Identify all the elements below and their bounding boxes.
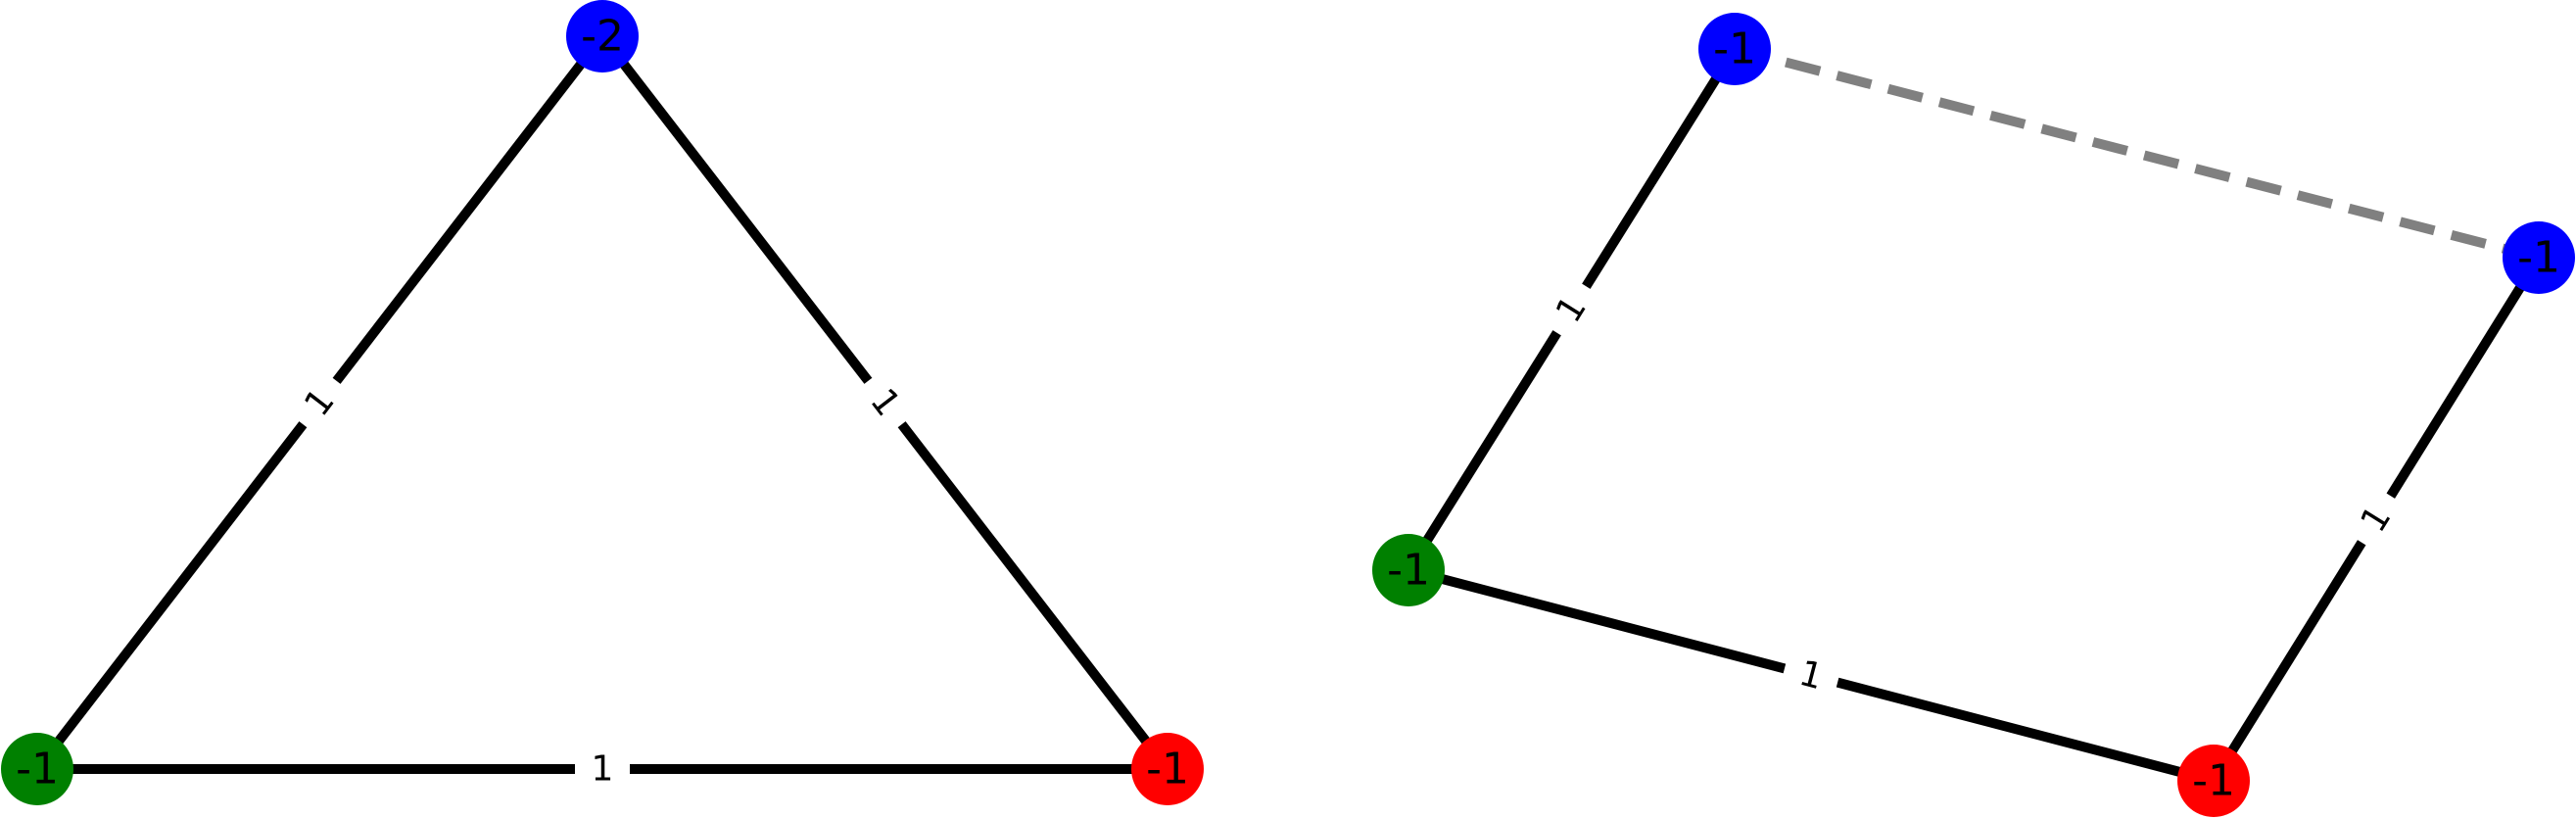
node-label: -1: [2517, 233, 2560, 283]
edge-label-group: 1: [284, 366, 356, 439]
node-label: -2: [581, 12, 624, 62]
node-label: -1: [1387, 546, 1430, 596]
node-label: -1: [1713, 24, 1756, 74]
node-q_bottom: [2177, 745, 2250, 817]
edge-label-background: [2341, 483, 2411, 555]
node-t_top: [566, 0, 639, 72]
edge-label-group: 1: [2341, 483, 2411, 555]
edge-label: 1: [592, 749, 614, 790]
edge-label-group: 1: [575, 746, 630, 793]
edge-label-background: [1778, 646, 1844, 705]
node-t_right: [1131, 733, 1204, 805]
node-q_left: [1372, 534, 1445, 606]
edge-label-background: [849, 366, 921, 439]
edge-label-group: 1: [1778, 646, 1844, 705]
edge-label-background: [575, 746, 630, 793]
node-label: -1: [1146, 745, 1189, 795]
square-graph: 1 1 1 -1 -1 -1 -1: [1372, 13, 2575, 817]
node-label: -1: [16, 745, 59, 795]
edge-label-background: [1537, 273, 1606, 346]
node-t_left: [1, 733, 73, 805]
edge-label-group: 1: [1537, 273, 1606, 346]
node-label: -1: [2192, 756, 2235, 806]
edge-label-group: 1: [849, 366, 921, 439]
triangle-graph: 1 1 1 -2 -1 -1: [1, 0, 1204, 805]
dashed-edge-q_top-q_right: [1733, 44, 2541, 263]
edge-label-background: [284, 366, 356, 439]
node-q_right: [2503, 221, 2575, 294]
node-q_top: [1698, 13, 1771, 85]
